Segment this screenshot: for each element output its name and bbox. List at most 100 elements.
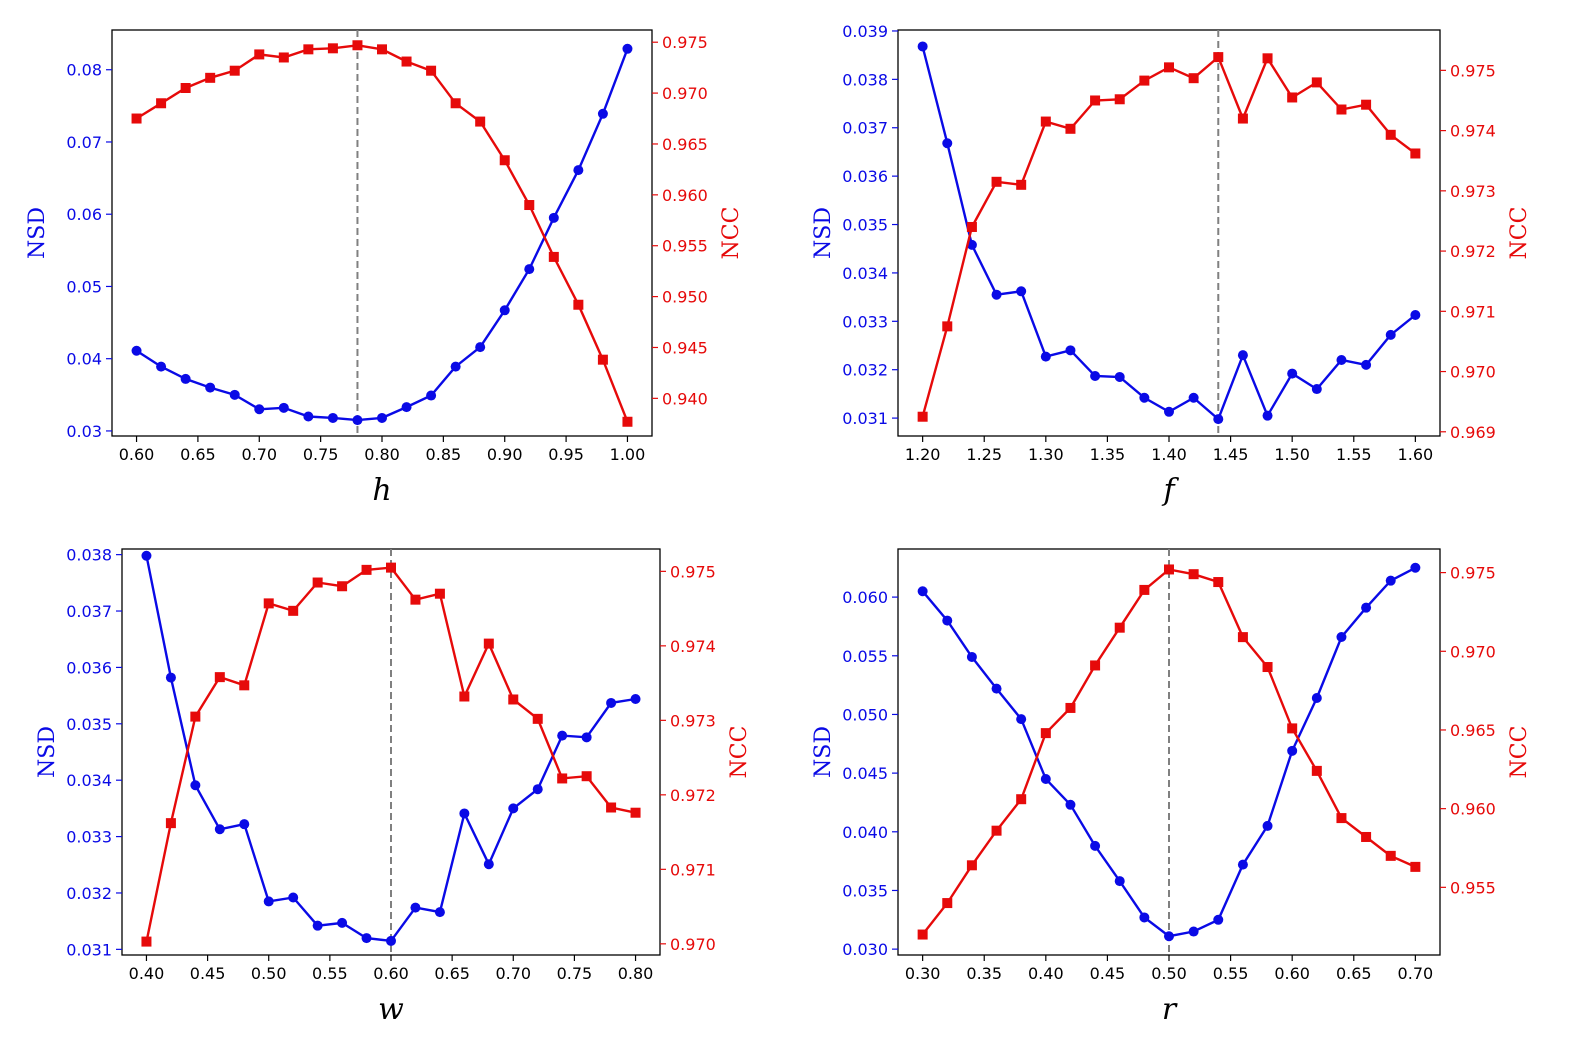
ncc-point (1139, 584, 1150, 595)
ncc-point (1040, 116, 1051, 127)
ncc-point (475, 116, 486, 127)
nsd-point (1336, 632, 1347, 643)
y-left-tick-label: 0.035 (842, 881, 888, 900)
nsd-point (606, 697, 617, 708)
x-tick-label: 1.25 (966, 445, 1002, 464)
ncc-point (630, 807, 641, 818)
nsd-point (1385, 575, 1396, 586)
ncc-point (263, 598, 274, 609)
y-right-tick-label: 0.970 (670, 935, 716, 954)
x-tick-label: 1.40 (1151, 445, 1187, 464)
x-tick-label: 0.70 (1398, 964, 1434, 983)
y-right-tick-label: 0.972 (670, 786, 716, 805)
nsd-point (573, 165, 584, 176)
y-right-tick-label: 0.975 (1450, 61, 1496, 80)
nsd-point (361, 933, 372, 944)
nsd-point (1188, 392, 1199, 403)
nsd-point (426, 390, 437, 401)
y-left-tick-label: 0.050 (842, 705, 888, 724)
ncc-point (1311, 77, 1322, 88)
series-line-nsd (135, 48, 629, 422)
nsd-point (581, 732, 592, 743)
nsd-point (327, 412, 338, 423)
y-right-tick-label: 0.950 (662, 288, 708, 307)
y-right-axis-label: NCC (1507, 207, 1532, 260)
x-tick-label: 0.45 (1090, 964, 1126, 983)
nsd-point (239, 819, 250, 830)
ncc-point (1287, 92, 1298, 103)
y-left-tick-label: 0.037 (842, 119, 888, 138)
ncc-point (459, 691, 470, 702)
nsd-point (1016, 714, 1027, 725)
nsd-point (917, 586, 928, 597)
nsd-point (1040, 351, 1051, 362)
y-left-tick-label: 0.034 (66, 771, 112, 790)
ncc-point (352, 40, 363, 51)
nsd-point (386, 935, 396, 946)
nsd-point (508, 803, 519, 814)
y-left-tick-label: 0.038 (66, 546, 112, 565)
nsd-point (1385, 329, 1396, 340)
nsd-point (450, 361, 461, 372)
ncc-point (1188, 569, 1199, 580)
ncc-point (991, 176, 1002, 187)
y-left-tick-label: 0.05 (66, 277, 102, 296)
x-tick-label: 0.90 (487, 445, 523, 464)
y-left-axis-label: NSD (811, 726, 836, 778)
y-left-tick-label: 0.030 (842, 940, 888, 959)
nsd-point (352, 415, 363, 426)
ncc-point (156, 98, 167, 109)
y-left-tick-label: 0.033 (66, 828, 112, 847)
nsd-point (1090, 840, 1101, 851)
nsd-point (288, 892, 299, 903)
y-left-tick-label: 0.035 (66, 715, 112, 734)
ncc-point (1114, 94, 1125, 105)
x-tick-label: 1.35 (1090, 445, 1126, 464)
ncc-point (1090, 95, 1101, 106)
ncc-point (532, 713, 543, 724)
y-left-tick-label: 0.038 (842, 70, 888, 89)
ncc-point (1410, 148, 1421, 159)
ncc-point (131, 113, 142, 124)
x-tick-label: 0.70 (241, 445, 277, 464)
y-left-tick-label: 0.032 (842, 361, 888, 380)
nsd-point (1311, 693, 1322, 704)
ncc-point (966, 860, 977, 871)
y-right-tick-label: 0.974 (1450, 122, 1496, 141)
y-left-tick-label: 0.04 (66, 350, 102, 369)
nsd-point (483, 859, 494, 870)
ncc-point (1385, 129, 1396, 140)
nsd-point (278, 402, 289, 413)
y-left-tick-label: 0.060 (842, 588, 888, 607)
y-right-tick-label: 0.940 (662, 389, 708, 408)
nsd-point (312, 920, 323, 931)
nsd-point (966, 239, 977, 250)
nsd-point (401, 402, 412, 413)
x-tick-label: 0.80 (364, 445, 400, 464)
y-right-tick-label: 0.975 (670, 562, 716, 581)
nsd-point (229, 389, 240, 400)
nsd-point (1237, 859, 1248, 870)
nsd-point (205, 382, 216, 393)
ncc-point (1114, 622, 1125, 633)
x-tick-label: 0.70 (495, 964, 531, 983)
nsd-point (1114, 876, 1125, 887)
nsd-point (1040, 773, 1051, 784)
x-tick-label: 1.20 (905, 445, 941, 464)
ncc-point (524, 200, 535, 211)
ncc-point (597, 354, 608, 365)
ncc-point (1016, 794, 1027, 805)
y-left-tick-label: 0.07 (66, 133, 102, 152)
nsd-point (1188, 926, 1199, 937)
nsd-point (1336, 355, 1347, 366)
nsd-point (141, 550, 152, 561)
ncc-point (1237, 113, 1248, 124)
chart-panel-4: 0.30 0.35 0.40 0.45 0.50 0.55 0.60 0.65 0.70 0.03… (811, 548, 1532, 1027)
y-right-tick-label: 0.975 (1450, 564, 1496, 583)
ncc-point (1090, 660, 1101, 671)
ncc-point (942, 898, 953, 909)
y-left-tick-label: 0.032 (66, 884, 112, 903)
nsd-point (1213, 914, 1224, 925)
ncc-point (1361, 831, 1372, 842)
ncc-point (1065, 123, 1076, 134)
